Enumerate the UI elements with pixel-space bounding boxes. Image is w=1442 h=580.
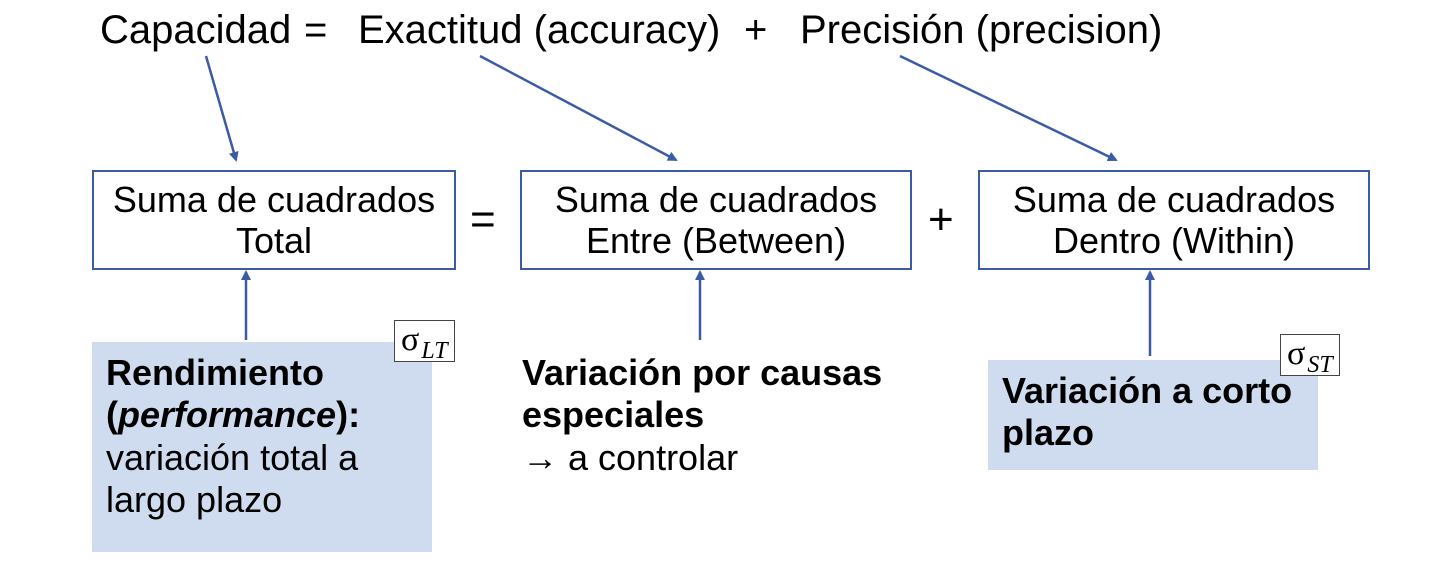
desc-between-title: Variación por causas especiales xyxy=(522,352,882,435)
sigma-st-sub: ST xyxy=(1307,353,1332,377)
diagram-root: Capacidad = Exactitud (accuracy) + Preci… xyxy=(0,0,1442,580)
desc-within: Variación a corto plazo xyxy=(988,360,1318,470)
box-ss-total-line1: Suma de cuadrados xyxy=(94,179,454,220)
box-ss-between-line2: Entre (Between) xyxy=(522,220,910,261)
sigma-st: σST xyxy=(1280,334,1340,376)
box-ss-between-line1: Suma de cuadrados xyxy=(522,179,910,220)
desc-total-paren-close: ): xyxy=(336,394,360,435)
desc-within-title: Variación a corto plazo xyxy=(1002,370,1292,453)
box-ss-total-line2: Total xyxy=(94,220,454,261)
desc-total-body: variación total a largo plazo xyxy=(106,437,358,520)
box-ss-between: Suma de cuadrados Entre (Between) xyxy=(520,170,912,270)
box-ss-total: Suma de cuadrados Total xyxy=(92,170,456,270)
box-ss-within: Suma de cuadrados Dentro (Within) xyxy=(978,170,1370,270)
operator-plus: + xyxy=(928,198,954,242)
header-precision: Precisión (precision) xyxy=(800,8,1162,52)
sigma-lt-sub: LT xyxy=(421,339,447,363)
sigma-st-symbol: σ xyxy=(1287,337,1305,371)
sigma-lt: σLT xyxy=(394,320,455,362)
header-eq: = xyxy=(304,8,327,52)
header-plus: + xyxy=(744,8,767,52)
desc-total-paren-open: ( xyxy=(106,394,118,435)
box-ss-within-line1: Suma de cuadrados xyxy=(980,179,1368,220)
desc-total: Rendimiento (performance): variación tot… xyxy=(92,342,432,552)
desc-total-performance: performance xyxy=(118,394,336,435)
desc-between-body: → a controlar xyxy=(522,437,738,478)
box-ss-within-line2: Dentro (Within) xyxy=(980,220,1368,261)
operator-equals: = xyxy=(470,198,496,242)
header-capacidad: Capacidad xyxy=(100,8,291,52)
desc-between: Variación por causas especiales → a cont… xyxy=(508,342,908,512)
desc-total-title1: Rendimiento xyxy=(106,352,324,393)
header-exactitud: Exactitud (accuracy) xyxy=(358,8,720,52)
sigma-lt-symbol: σ xyxy=(401,323,419,357)
